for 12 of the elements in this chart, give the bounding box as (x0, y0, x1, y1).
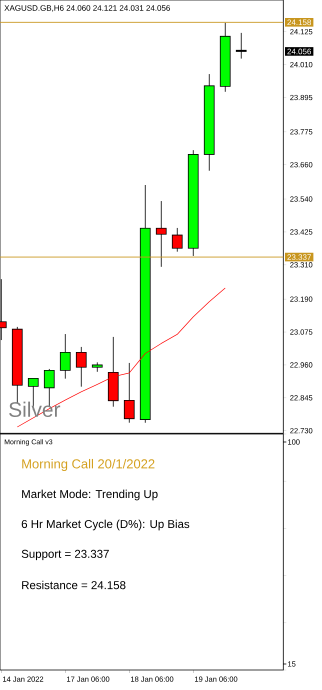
text: Resistance = 24.158 (22, 580, 126, 590)
text: Support = 23.337 (22, 550, 109, 560)
candlestick (124, 362, 135, 424)
text: Morning Call 20/1/2022 (22, 458, 154, 472)
candlestick (172, 228, 183, 252)
candlestick (92, 362, 103, 372)
candlestick (156, 200, 167, 268)
candlestick (236, 32, 247, 60)
candlestick (60, 334, 71, 380)
text: 6 Hr Market Cycle (D%): Up Bias (22, 520, 190, 530)
text: Market Mode: Trending Up (22, 490, 158, 500)
candlestick (76, 346, 87, 388)
